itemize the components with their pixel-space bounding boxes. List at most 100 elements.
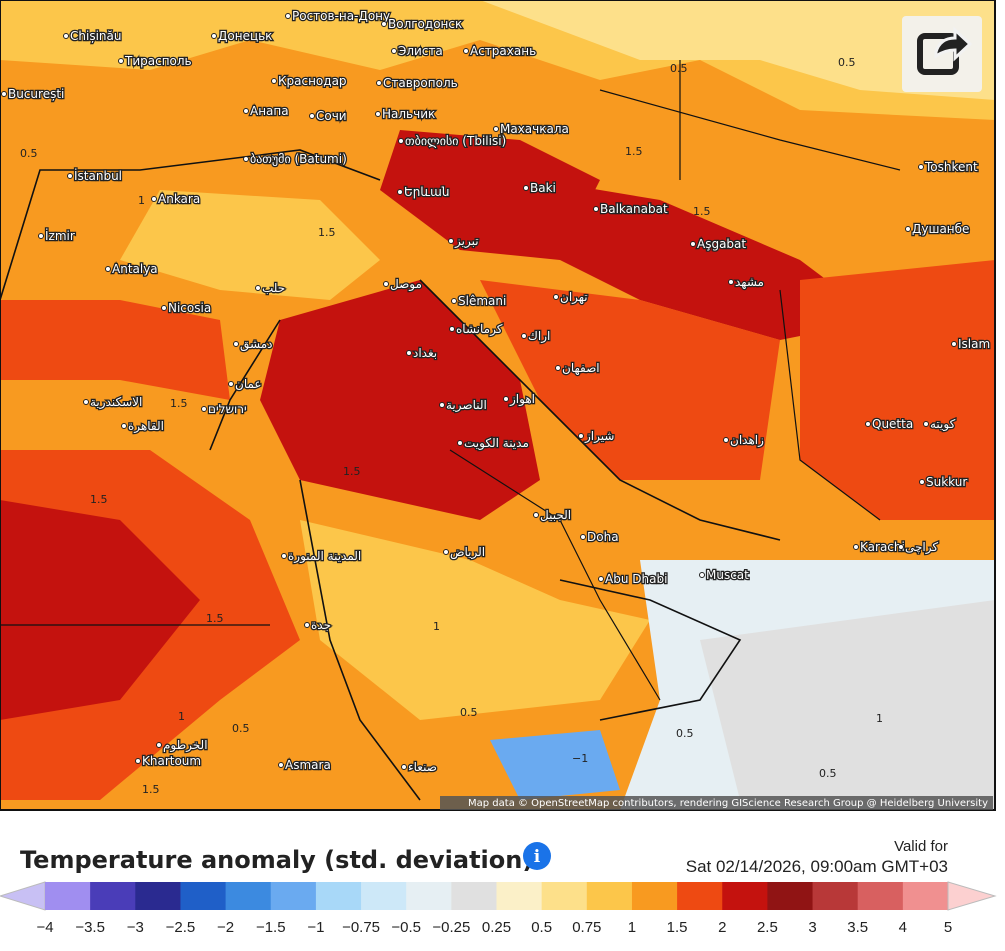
city-dot [593,206,599,212]
city-dot [67,173,73,179]
city-dot [503,396,509,402]
info-button[interactable]: i [523,842,551,870]
city-label: الخرطوم [163,738,208,753]
legend-label: 4 [899,919,907,936]
city-label: Махачкала [500,122,569,136]
city-dot [406,350,412,356]
city-dot [228,381,234,387]
contour-label: 0.5 [670,62,688,75]
city-dot [118,58,124,64]
valid-for: Valid for [894,838,948,855]
legend-label: 0.75 [572,919,601,936]
city-label: Balkanabat [600,202,668,216]
city-dot [533,512,539,518]
city-dot [383,281,389,287]
city-label: Элиста [398,44,443,58]
legend-swatch [496,882,543,910]
city-dot [285,13,291,19]
city-dot [463,48,469,54]
city-dot [443,549,449,555]
city-label: Karachi [860,540,905,554]
contour-label: 1.5 [206,612,224,625]
city-dot [923,421,929,427]
contour-label: 0.5 [20,147,38,160]
city-label: Slêmani [458,294,506,308]
city-label: Muscat [706,568,749,582]
city-label: الجبيل [540,508,571,522]
city-dot [135,758,141,764]
city-label: Aşgabat [697,237,746,251]
city-dot [493,126,499,132]
city-dot [439,402,445,408]
city-label: موصل [390,277,422,292]
city-label: كرمانشاه [456,322,503,337]
legend-label: 3.5 [847,919,868,936]
city-dot [83,399,89,405]
legend-swatch [225,882,272,910]
contour-label: 0.5 [460,706,478,719]
city-dot [105,266,111,272]
legend-label: 1.5 [667,919,688,936]
city-label: تهران [560,290,588,305]
legend-swatch [586,882,633,910]
legend-label: 3 [808,919,816,936]
contour-label: 1.5 [693,205,711,218]
legend-label: 0.25 [482,919,511,936]
city-dot [255,285,261,291]
city-dot [304,622,310,628]
city-dot [723,437,729,443]
city-label: București [8,87,64,101]
legend-label: −0.5 [391,919,421,936]
city-dot [555,365,561,371]
city-dot [951,341,957,347]
city-dot [211,33,217,39]
city-label: القاهرة [128,419,164,434]
city-dot [233,341,239,347]
map: 0.5 0.5 1.5 1.5 1.5 1 0.5 1.5 1.5 1.5 1.… [0,0,996,811]
contour-label: 0.5 [676,727,694,740]
city-dot [898,544,904,550]
city-dot [521,333,527,339]
city-dot [690,241,696,247]
city-label: مدينة الكويت [464,436,529,451]
legend-swatch [135,882,181,910]
legend-arrow [947,881,997,911]
city-dot [905,226,911,232]
attribution: Map data © OpenStreetMap contributors, r… [468,798,988,809]
legend-swatch [361,882,407,910]
contour-label: 1.5 [170,397,188,410]
city-label: Երևան [404,185,449,199]
city-dot [391,48,397,54]
city-label: Toshkent [924,160,978,174]
legend-label: −1 [307,919,324,936]
contour-label: 0.5 [838,56,856,69]
legend-swatch [902,882,949,910]
city-label: Тирасполь [124,54,192,68]
contour-label: 1.5 [318,226,336,239]
city-label: كراچی [905,540,938,555]
city-dot [161,305,167,311]
city-label: Ростов-на-Дону [292,9,390,23]
legend-label: 1 [628,919,636,936]
city-label: Волгодонск [388,17,462,31]
contour-label: 1.5 [142,783,160,796]
legend-label: −0.75 [342,919,380,936]
city-dot [243,156,249,162]
city-label: İzmir [45,228,75,243]
city-label: Анапа [250,104,289,118]
legend-label: 5 [944,919,952,936]
legend-label: −2.5 [166,919,196,936]
city-label: Baki [530,181,556,195]
share-button[interactable] [902,16,982,92]
city-dot [397,189,403,195]
legend-swatch [722,882,768,910]
city-dot [448,238,454,244]
city-label: المدينة المنورة [288,549,361,564]
city-label: مشهد [735,275,764,289]
city-label: ბათუმი (Batumi) [250,152,347,166]
city-label: Nicosia [168,301,211,315]
contour-label: 1 [138,194,145,207]
contour-label: 1 [178,710,185,723]
city-label: شيراز [584,429,614,444]
